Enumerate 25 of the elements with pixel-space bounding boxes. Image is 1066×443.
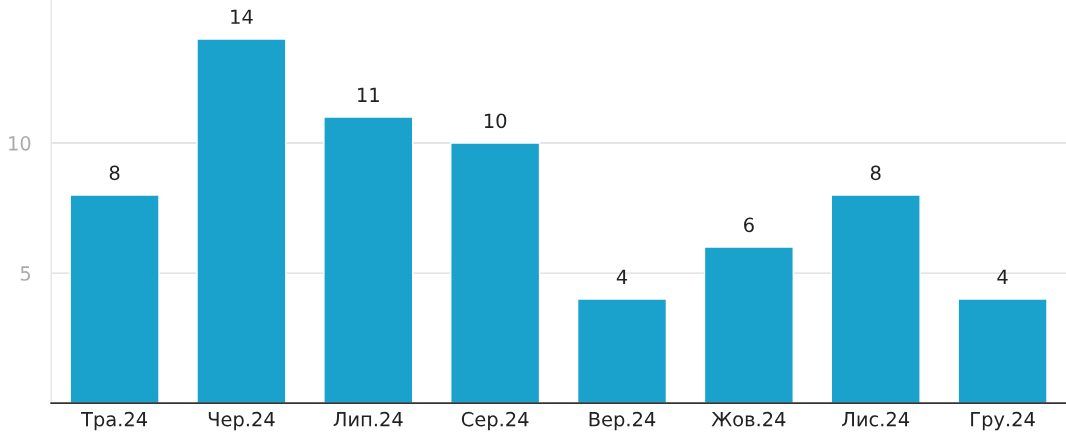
x-tick-label: Гру.24 bbox=[971, 411, 1035, 431]
bar bbox=[957, 298, 1048, 404]
data-label: 11 bbox=[358, 87, 379, 102]
x-tick-label: Сер.24 bbox=[461, 411, 529, 431]
bar bbox=[69, 194, 160, 404]
x-tick-label: Тра.24 bbox=[81, 411, 148, 431]
data-label: 14 bbox=[231, 9, 253, 24]
bar bbox=[703, 246, 794, 404]
data-label: 4 bbox=[616, 269, 628, 284]
data-label: 10 bbox=[484, 113, 507, 129]
x-tick-label: Чер.24 bbox=[208, 411, 275, 431]
x-tick-label: Жов.24 bbox=[711, 411, 786, 427]
x-tick-label: Лип.24 bbox=[333, 411, 403, 427]
bar bbox=[576, 298, 668, 404]
bar bbox=[450, 142, 541, 404]
data-label: 6 bbox=[744, 217, 754, 233]
data-label: 4 bbox=[997, 269, 1008, 284]
y-tick-label: 5 bbox=[20, 266, 31, 281]
bar bbox=[323, 116, 414, 404]
x-tick-label: Лис.24 bbox=[842, 411, 910, 427]
data-label: 8 bbox=[109, 165, 120, 181]
data-label: 8 bbox=[870, 165, 881, 181]
x-tick-label: Вер.24 bbox=[589, 411, 656, 431]
bar bbox=[196, 38, 287, 404]
bar bbox=[830, 194, 921, 404]
